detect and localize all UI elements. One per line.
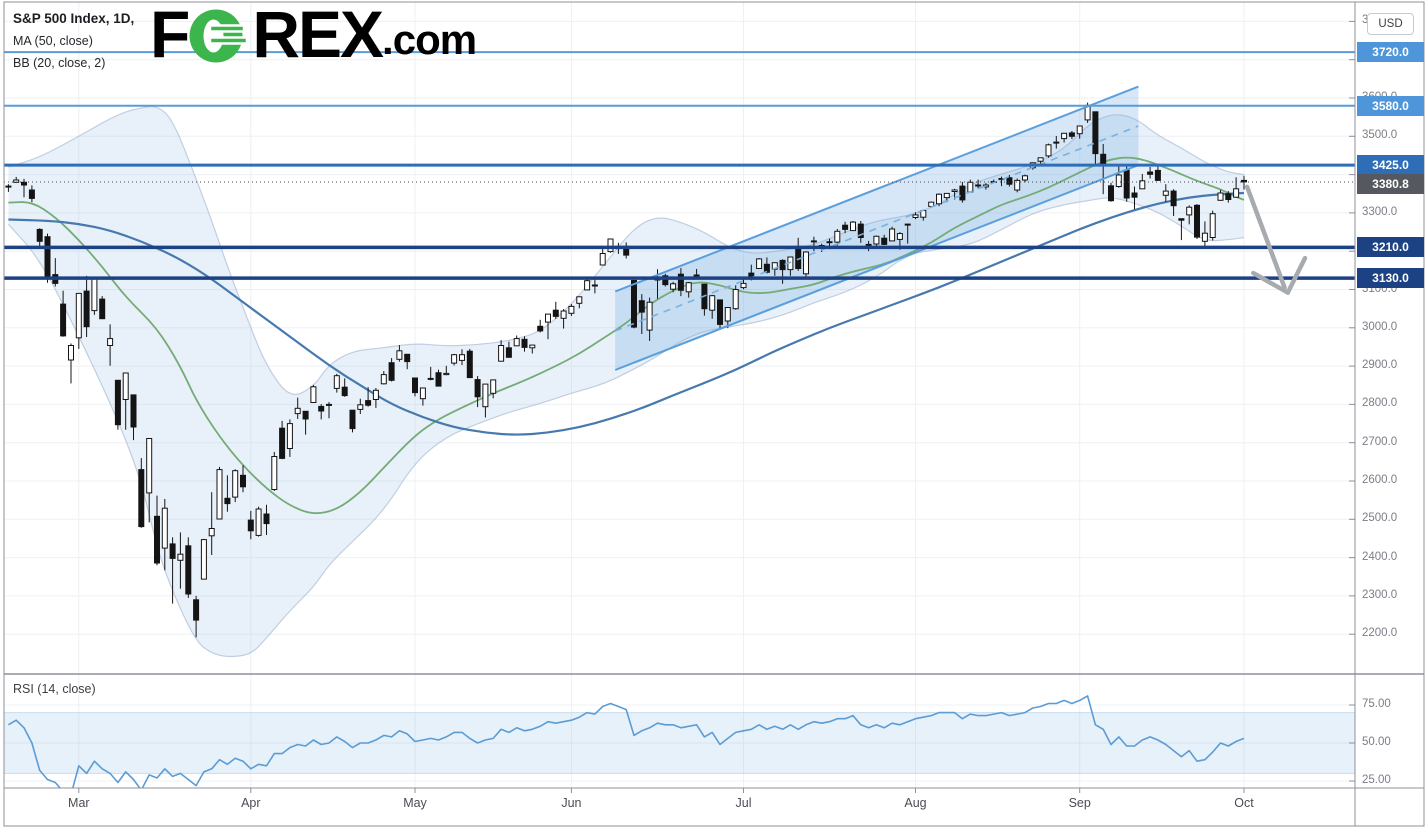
trend-channel-lines[interactable]: [614, 85, 1139, 371]
trend-channel[interactable]: [615, 86, 1139, 370]
indicator-ma-label[interactable]: MA (50, close): [13, 34, 93, 48]
rsi-line: [7, 695, 1245, 788]
ma-50-line: [8, 191, 1245, 436]
rsi-band: [4, 712, 1355, 774]
rsi-pane-label[interactable]: RSI (14, close): [13, 682, 96, 696]
candlestick-series: [5, 102, 1247, 638]
chart-frame: [3, 1, 1425, 827]
logo-letters-rex: REX: [252, 0, 384, 71]
logo-letter-f: F: [150, 0, 190, 71]
symbol-title[interactable]: S&P 500 Index, 1D,: [13, 11, 135, 26]
currency-usd-button[interactable]: USD: [1367, 13, 1414, 35]
forex-logo: F REX .com: [150, 0, 477, 71]
indicator-bb-label[interactable]: BB (20, close, 2): [13, 56, 106, 70]
logo-dot-com: .com: [382, 16, 477, 63]
indicator-legend: S&P 500 Index, 1D, MA (50, close) BB (20…: [13, 8, 134, 74]
down-arrow-annotation[interactable]: [1244, 184, 1308, 295]
logo-o-icon: [189, 9, 249, 63]
